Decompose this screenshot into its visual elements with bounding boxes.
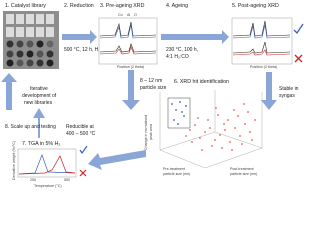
xrd-trace (99, 21, 157, 37)
axis-label: Position (2 theta) (117, 65, 144, 69)
xrd-trace (99, 24, 157, 39)
cross-mark (79, 169, 87, 177)
note: development of (22, 93, 57, 99)
scatter-points (171, 101, 187, 125)
axis-label: Temperature (°C) (34, 184, 62, 188)
step-label: 6. XRD hit identification (174, 79, 229, 85)
highlight-box (167, 97, 191, 129)
check-mark (79, 145, 88, 155)
xrd-trace (232, 20, 291, 37)
note: particle size (140, 85, 167, 91)
xrd-panel (231, 17, 293, 65)
step-label: 2. Reduction (64, 3, 94, 9)
arrow (122, 70, 140, 110)
xrd-trace (232, 41, 291, 54)
tga-trace (18, 155, 76, 175)
peak-label: Co (118, 13, 123, 17)
step-label: 5. Post-ageing XRD (232, 3, 279, 9)
cross-mark (294, 54, 303, 63)
peak-label: Al (127, 13, 130, 17)
xrd-trace (232, 24, 291, 39)
note: 8 – 12 nm (140, 78, 162, 84)
tick-label: 250 (30, 178, 36, 182)
note: syngas (279, 93, 295, 99)
arrow (33, 108, 45, 138)
tick-label: 550 (64, 178, 70, 182)
step-label: 4. Ageing (166, 3, 188, 9)
note: Iterative (30, 86, 48, 92)
axis-label: Derivative weight (%/°C) (12, 141, 16, 180)
arrow (88, 150, 146, 170)
wells (6, 14, 54, 67)
xrd-trace (99, 43, 157, 53)
axis-label: Position (2 theta) (250, 65, 277, 69)
condition: 230 °C, 100 h, (166, 47, 198, 53)
xrd-trace (99, 46, 157, 55)
note: new libraries (24, 100, 53, 106)
note: Stable in (279, 86, 299, 92)
step-label: 1. Catalyst library (5, 3, 46, 9)
arrow (161, 30, 229, 44)
axis-label: Pre-treatment (163, 167, 185, 171)
peak-label: O (134, 13, 137, 17)
condition: 500 °C, 12 h, H₂ (64, 47, 100, 53)
xrd-panel (98, 17, 158, 65)
axis-label: peak area (149, 124, 153, 140)
axis-label: Change in normalised (144, 115, 148, 150)
figure: 1. Catalyst library 2. Reduction 500 °C,… (1, 3, 304, 188)
step-label: 7. TGA in 5% H₂ (22, 141, 60, 147)
check-mark (293, 23, 304, 35)
arrow (1, 73, 17, 110)
arrow (261, 72, 277, 110)
arrow (62, 30, 97, 44)
axis-label: Post-treatment (230, 167, 254, 171)
axis-label: particle size (nm) (163, 172, 190, 176)
scatter-points (185, 103, 256, 151)
step-label: 3. Pre-ageing XRD (100, 3, 145, 9)
note: Reducible at (66, 124, 94, 130)
scatter-box (159, 90, 263, 169)
xrd-trace (232, 49, 291, 56)
step-label: 8. Scale up and testing (5, 124, 56, 130)
condition: 4:1 H₂:CO (166, 54, 189, 60)
note: 400 – 500 °C (66, 131, 96, 137)
axis-label: particle size (nm) (230, 172, 257, 176)
